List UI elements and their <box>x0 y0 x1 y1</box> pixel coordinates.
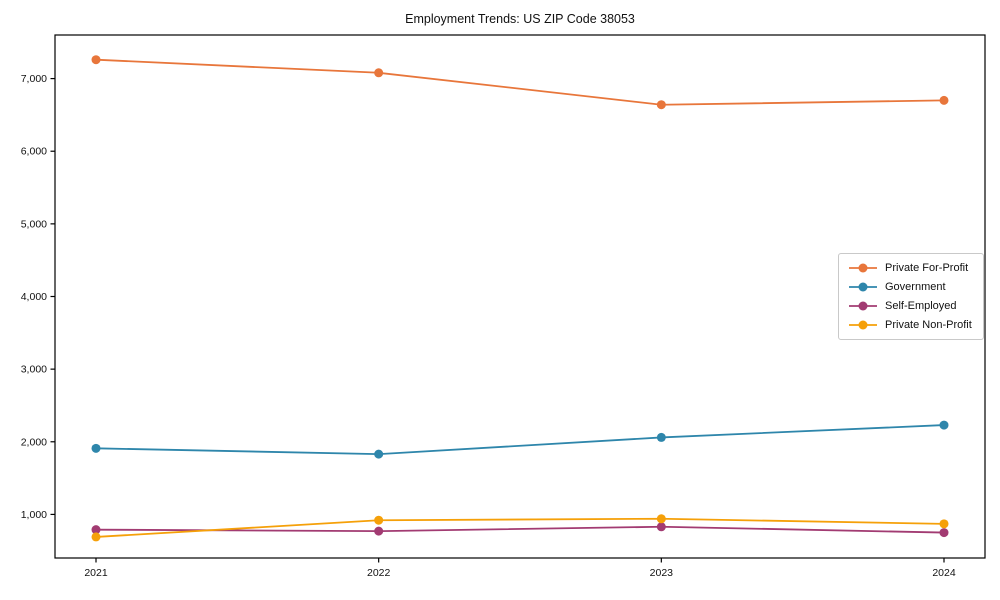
series-line <box>95 424 945 456</box>
data-point-marker <box>374 515 384 525</box>
data-point-marker <box>374 68 384 78</box>
data-point-marker <box>656 514 666 524</box>
legend-label: Self-Employed <box>885 300 957 312</box>
series-line <box>95 525 945 534</box>
y-tick-label: 5,000 <box>21 218 47 230</box>
legend-label: Private Non-Profit <box>885 319 972 331</box>
legend-label: Private For-Profit <box>885 262 969 274</box>
y-tick-label: 2,000 <box>21 436 47 448</box>
data-point-marker <box>91 525 101 535</box>
data-point-marker <box>656 432 666 442</box>
legend-marker-icon <box>849 263 877 273</box>
legend-item: Private Non-Profit <box>848 318 972 332</box>
data-point-marker <box>374 449 384 459</box>
legend-item: Private For-Profit <box>848 261 972 275</box>
data-point-marker <box>939 95 949 105</box>
x-tick-label: 2024 <box>932 567 956 579</box>
series-line <box>95 517 945 538</box>
x-tick-label: 2022 <box>367 567 391 579</box>
legend-label: Government <box>885 281 946 293</box>
y-tick-label: 6,000 <box>21 146 47 158</box>
y-tick-label: 1,000 <box>21 509 47 521</box>
legend-item: Government <box>848 280 972 294</box>
chart-title: Employment Trends: US ZIP Code 38053 <box>405 12 635 26</box>
data-point-marker <box>939 528 949 538</box>
legend: Private For-Profit Government Self-Employe… <box>838 253 984 340</box>
y-tick-label: 7,000 <box>21 73 47 85</box>
x-tick-label: 2023 <box>650 567 674 579</box>
legend-marker-icon <box>849 320 877 330</box>
data-point-marker <box>656 100 666 110</box>
data-point-marker <box>91 443 101 453</box>
x-tick-label: 2021 <box>84 567 108 579</box>
data-point-marker <box>91 532 101 542</box>
data-point-marker <box>656 522 666 532</box>
y-tick-label: 3,000 <box>21 364 47 376</box>
data-point-marker <box>91 55 101 65</box>
legend-item: Self-Employed <box>848 299 972 313</box>
data-point-marker <box>374 526 384 536</box>
plot-box <box>54 34 986 559</box>
legend-marker-icon <box>849 282 877 292</box>
data-point-marker <box>939 519 949 529</box>
legend-marker-icon <box>849 301 877 311</box>
series-line <box>95 58 945 106</box>
data-point-marker <box>939 420 949 430</box>
y-tick-label: 4,000 <box>21 291 47 303</box>
